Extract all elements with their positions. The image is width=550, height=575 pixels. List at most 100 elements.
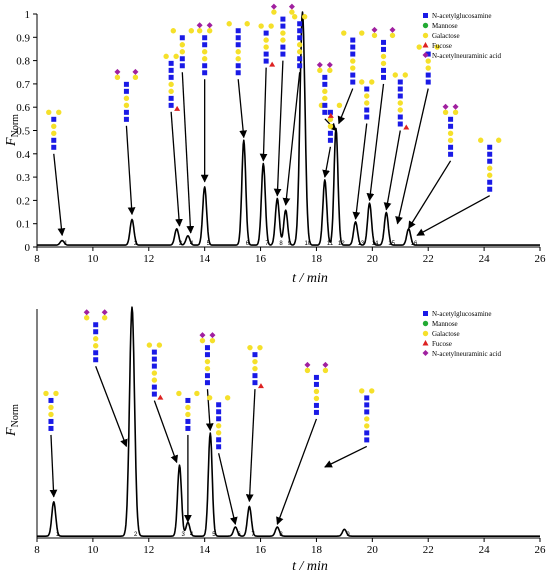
legend-label: N-acetylglucosamine	[432, 310, 491, 318]
galactose-residue	[194, 391, 199, 396]
annotation-arrow	[325, 147, 331, 177]
sialic-acid-residue	[271, 4, 277, 10]
glcnac-residue	[252, 352, 257, 357]
galactose-residue	[84, 315, 89, 320]
x-tick-label: 16	[255, 253, 267, 265]
glcnac-residue	[152, 392, 157, 397]
peak-label: 1	[64, 241, 68, 247]
glcnac-residue	[398, 115, 403, 120]
mannose-residue	[93, 343, 98, 348]
legend-label: Fucose	[432, 42, 452, 50]
legend-label: Fucose	[432, 340, 452, 348]
mannose-residue	[487, 166, 492, 171]
galactose-residue	[496, 138, 501, 143]
glcnac-residue	[448, 152, 453, 157]
annotation-arrow	[219, 453, 236, 524]
x-tick-label: 22	[423, 544, 434, 556]
fucose-residue	[174, 106, 180, 111]
mannose-residue	[364, 100, 369, 105]
sialic-acid-residue	[443, 104, 449, 110]
panel-bottom: 8 10 12 14 16 18 20 22 24 26 123456789 FNorm t / …	[4, 307, 546, 574]
annotation-arrow	[51, 435, 54, 497]
peak-label: 16	[411, 241, 418, 247]
sialic-acid-residue	[114, 69, 120, 75]
x-tick-label: 12	[143, 544, 154, 556]
glycan-structure	[478, 138, 501, 192]
panel-top: 8 10 12 14 16 18 20 22 24 26 00.10.20.30.40.50.60…	[4, 4, 546, 286]
x-tick-label: 24	[479, 253, 491, 265]
glcnac-residue	[51, 138, 56, 143]
legend-label: Mannose	[432, 320, 458, 328]
glcnac-residue	[448, 117, 453, 122]
x-tick-label: 12	[143, 253, 154, 265]
galactose-residue	[323, 368, 328, 373]
sialic-acid-residue	[197, 22, 203, 28]
mannose-residue	[280, 30, 285, 35]
galactose-residue	[189, 28, 194, 33]
glcnac-residue	[322, 82, 327, 87]
annotation-arrow	[277, 61, 283, 196]
galactose-residue	[56, 110, 61, 115]
glcnac-residue	[48, 426, 53, 431]
x-tick-label: 20	[367, 544, 379, 556]
glycan-structure	[171, 28, 194, 68]
mannose-residue	[216, 430, 221, 435]
glcnac-residue	[350, 45, 355, 50]
fucose-residue	[157, 395, 163, 400]
glcnac-residue	[280, 24, 285, 29]
mannose-residue	[205, 359, 210, 364]
glycan-structure	[304, 362, 328, 415]
glycan-structure	[176, 391, 199, 431]
peak-label: 6	[237, 532, 241, 538]
x-axis-title-bottom: t / min	[292, 559, 328, 574]
galactose-residue	[369, 79, 374, 84]
galactose-residue	[245, 21, 250, 26]
galactose-residue	[359, 388, 364, 393]
y-tick-label: 1	[25, 9, 31, 21]
x-axis-title-top: t / min	[292, 271, 328, 286]
glcnac-residue	[398, 122, 403, 127]
legend-marker	[423, 331, 428, 336]
glcnac-residue	[264, 31, 269, 36]
galactose-residue	[247, 345, 252, 350]
sialic-acid-residue	[289, 4, 295, 10]
glcnac-residue	[381, 68, 386, 73]
galactose-residue	[157, 342, 162, 347]
mannose-residue	[252, 366, 257, 371]
glcnac-residue	[152, 357, 157, 362]
glcnac-residue	[280, 52, 285, 57]
galactose-residue	[227, 21, 232, 26]
sialic-acid-residue	[390, 27, 396, 33]
legend-marker	[423, 42, 429, 48]
galactose-residue	[417, 44, 422, 49]
legend-bottom: N-acetylglucosamineMannoseGalactoseFucos…	[423, 310, 502, 358]
mannose-residue	[124, 103, 129, 108]
mannose-residue	[236, 56, 241, 61]
galactose-residue	[337, 103, 342, 108]
y-axis-title-bottom: FNorm	[4, 404, 21, 437]
glcnac-residue	[205, 380, 210, 385]
glcnac-residue	[398, 94, 403, 99]
x-tick-label: 10	[87, 544, 99, 556]
glcnac-residue	[350, 73, 355, 78]
peak-label: 2	[134, 532, 138, 538]
mannose-residue	[487, 173, 492, 178]
peak-label: 12	[338, 241, 345, 247]
glcnac-residue	[381, 75, 386, 80]
glcnac-residue	[364, 402, 369, 407]
glcnac-residue	[280, 45, 285, 50]
galactose-residue	[268, 23, 273, 28]
galactose-residue	[317, 68, 322, 73]
mannose-residue	[263, 44, 268, 49]
mannose-residue	[426, 65, 431, 70]
mannose-residue	[152, 377, 157, 382]
galactose-residue	[359, 30, 364, 35]
glcnac-residue	[202, 63, 207, 68]
glcnac-residue	[314, 382, 319, 387]
glcnac-residue	[426, 80, 431, 85]
galactose-residue	[302, 14, 307, 19]
glcnac-residue	[448, 145, 453, 150]
glcnac-residue	[350, 38, 355, 43]
y-tick-label: 0.8	[16, 56, 30, 68]
mannose-residue	[322, 96, 327, 101]
